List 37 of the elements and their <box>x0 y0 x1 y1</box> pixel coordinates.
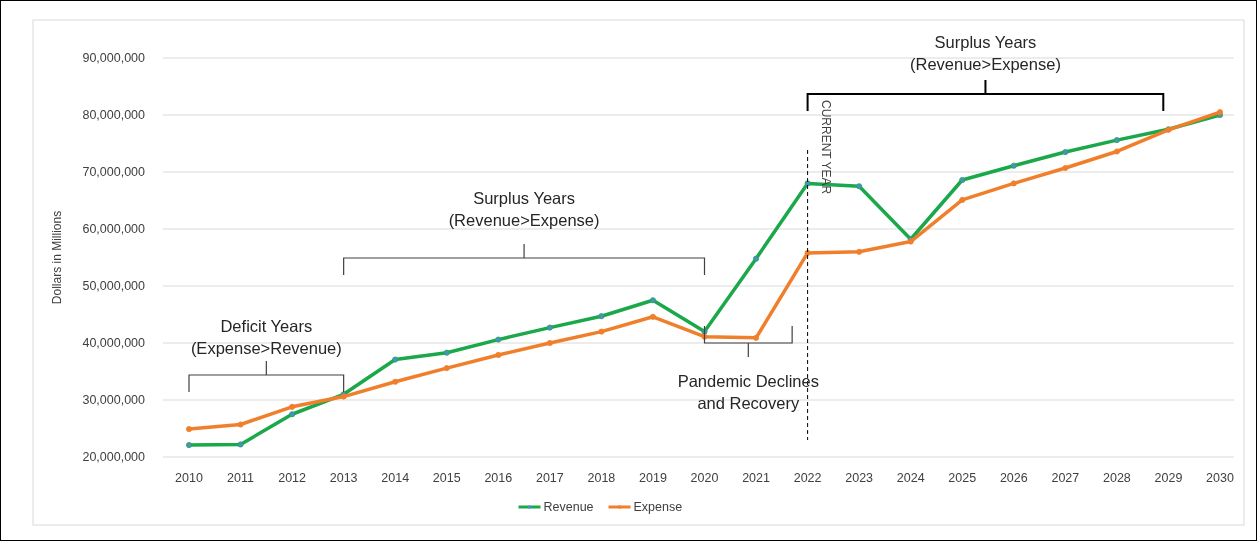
x-tick-label: 2024 <box>896 471 925 485</box>
x-tick-label: 2017 <box>535 471 564 485</box>
y-tick-label: 60,000,000 <box>82 222 146 237</box>
annotation: Pandemic Declines and Recovery <box>677 371 819 412</box>
x-tick-label: 2018 <box>587 471 616 485</box>
y-tick-label: 40,000,000 <box>82 336 146 351</box>
x-tick-label: 2023 <box>845 471 874 485</box>
x-tick-label: 2014 <box>381 471 410 485</box>
y-tick-label: 80,000,000 <box>82 108 146 123</box>
legend-label: Revenue <box>543 500 594 515</box>
y-tick-label: 90,000,000 <box>82 51 146 66</box>
y-tick-label: 20,000,000 <box>82 450 146 465</box>
x-tick-label: 2028 <box>1102 471 1131 485</box>
annotation: Deficit Years (Expense>Revenue) <box>190 316 342 357</box>
x-tick-label: 2010 <box>175 471 203 485</box>
x-tick-label: 2016 <box>484 471 513 485</box>
x-tick-label: 2012 <box>278 471 307 485</box>
annotation: Surplus Years (Revenue>Expense) <box>448 188 600 229</box>
x-tick-label: 2011 <box>227 471 255 485</box>
x-tick-label: 2027 <box>1051 471 1080 485</box>
x-tick-label: 2020 <box>690 471 719 485</box>
x-tick-label: 2013 <box>329 471 358 485</box>
y-axis-title: Dollars in Millions <box>50 210 64 305</box>
x-tick-label: 2030 <box>1206 471 1234 485</box>
x-tick-label: 2015 <box>432 471 461 485</box>
ref-line-label: CURRENT YEAR <box>818 100 833 195</box>
x-tick-label: 2019 <box>639 471 667 485</box>
x-tick-label: 2029 <box>1154 471 1183 485</box>
y-tick-label: 70,000,000 <box>82 165 146 180</box>
x-tick-label: 2026 <box>999 471 1028 485</box>
x-tick-label: 2022 <box>793 471 822 485</box>
legend-label: Expense <box>633 500 683 515</box>
y-tick-label: 50,000,000 <box>82 279 146 294</box>
x-tick-label: 2025 <box>948 471 977 485</box>
x-tick-label: 2021 <box>742 471 770 485</box>
annotation: Surplus Years (Revenue>Expense) <box>910 32 1061 73</box>
y-tick-label: 30,000,000 <box>82 393 146 408</box>
